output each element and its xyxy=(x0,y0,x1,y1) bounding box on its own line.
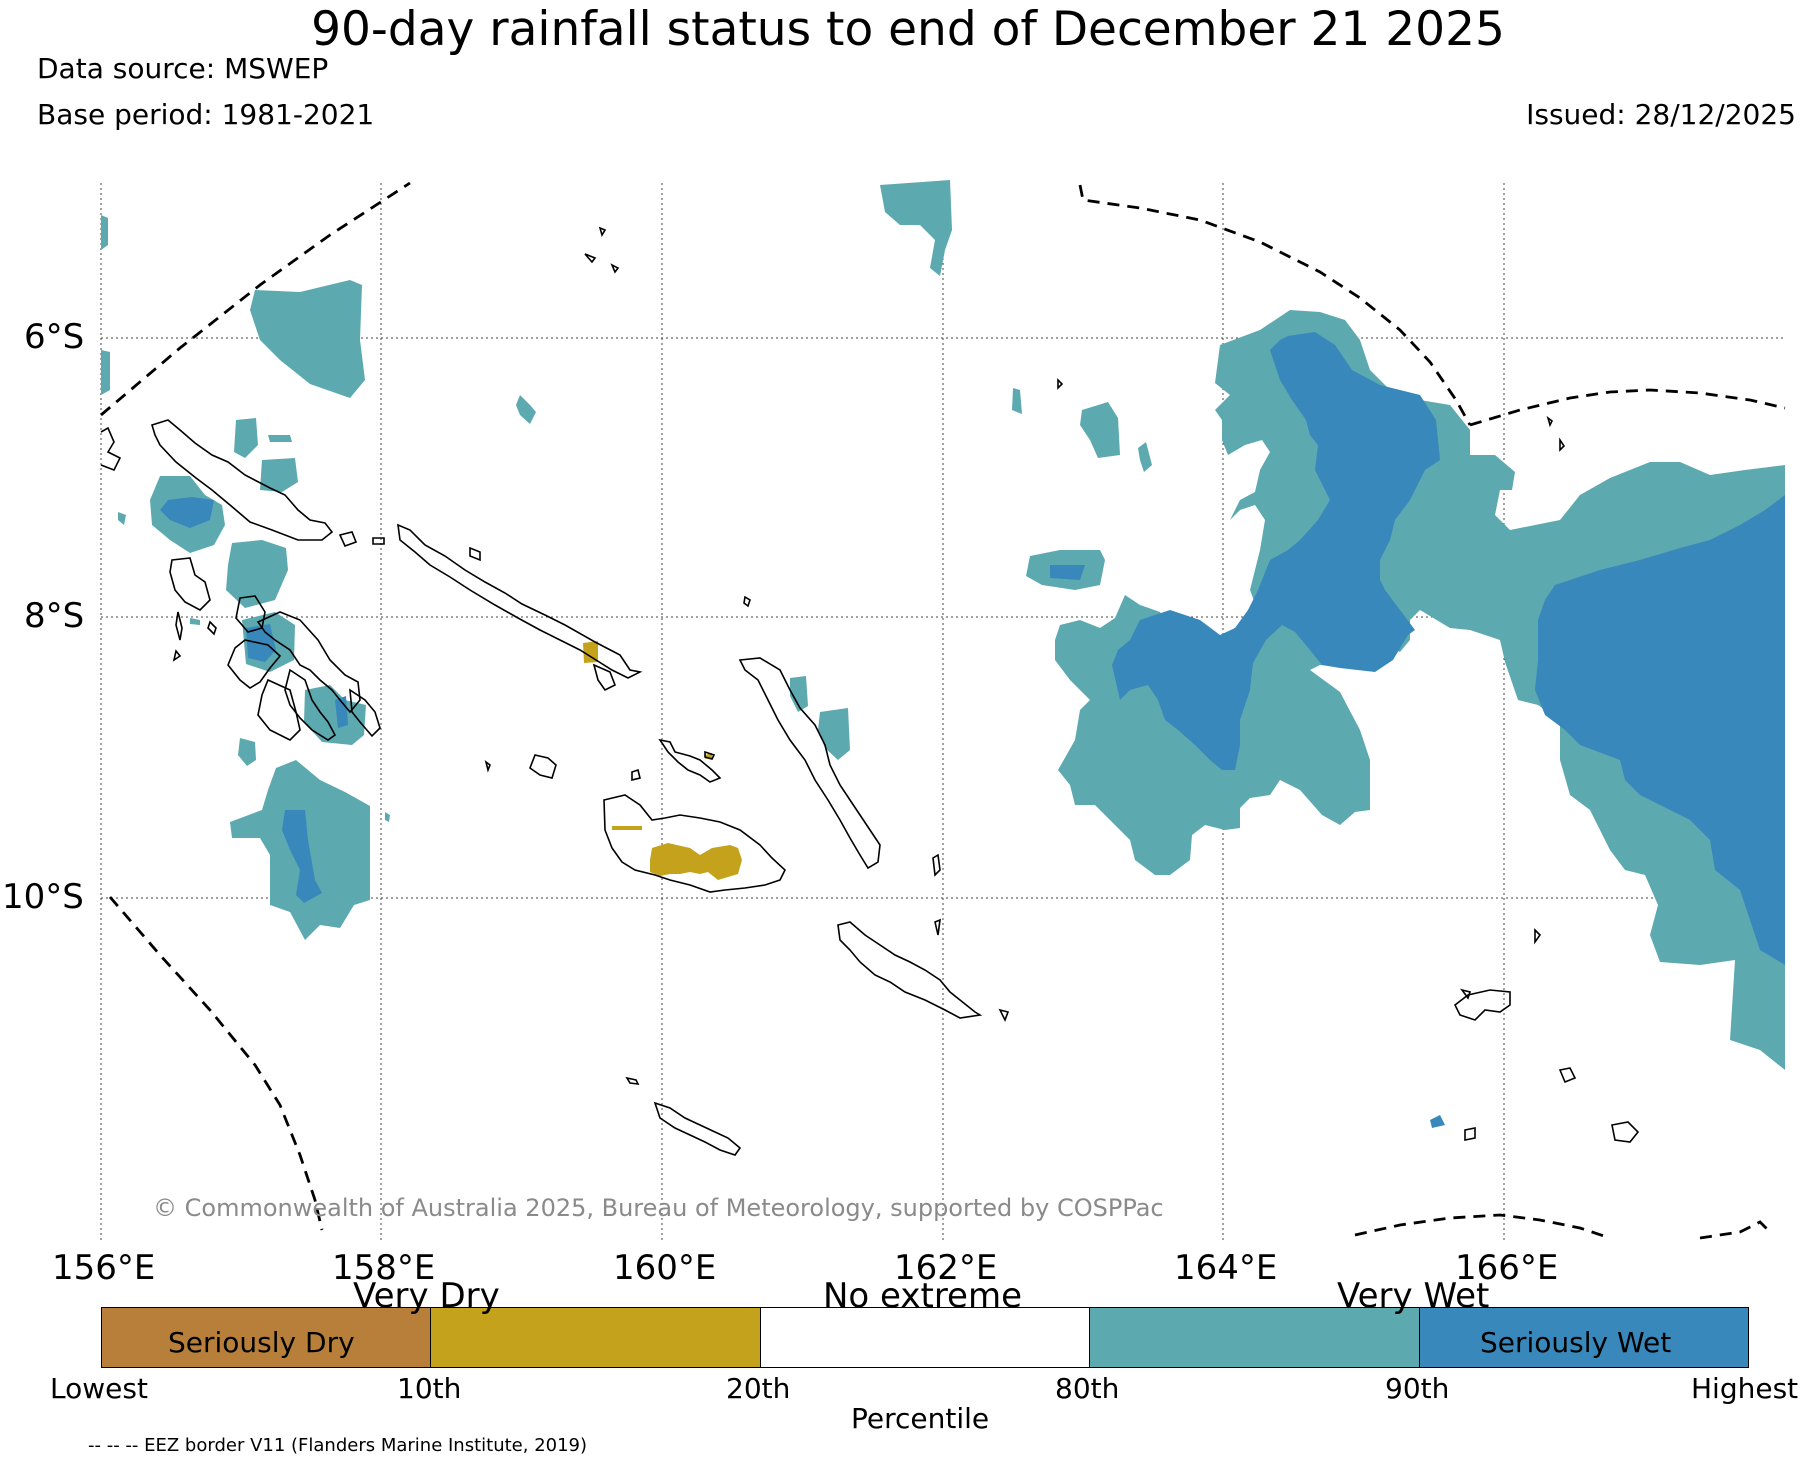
colorbar-label-seriously-wet: Seriously Wet xyxy=(1480,1326,1672,1359)
lat-label-8s: 8°S xyxy=(24,596,85,636)
lon-label-160e: 160°E xyxy=(613,1248,717,1288)
lon-label-158e: 158°E xyxy=(332,1248,436,1288)
lat-label-10s: 10°S xyxy=(2,877,84,917)
colorbar-very-dry xyxy=(431,1308,761,1367)
colorbar-label-seriously-dry: Seriously Dry xyxy=(168,1326,355,1359)
data-source-label: Data source: MSWEP xyxy=(37,52,329,85)
colorbar-axis-label: Percentile xyxy=(851,1402,990,1435)
map-title: 90-day rainfall status to end of Decembe… xyxy=(311,2,1505,57)
seriously-wet-areas xyxy=(160,332,1785,1128)
colorbar-very-wet xyxy=(1090,1308,1420,1367)
colorbar-label-very-dry: Very Dry xyxy=(353,1276,500,1316)
lon-label-166e: 166°E xyxy=(1455,1248,1559,1288)
colorbar-tick-90th: 90th xyxy=(1385,1372,1450,1405)
colorbar-label-no-extreme: No extreme xyxy=(823,1276,1023,1316)
colorbar-label-very-wet: Very Wet xyxy=(1337,1276,1490,1316)
base-period-label: Base period: 1981-2021 xyxy=(37,98,375,131)
coastlines xyxy=(100,226,1640,1156)
colorbar-tick-20th: 20th xyxy=(726,1372,791,1405)
lat-label-6s: 6°S xyxy=(24,317,85,357)
colorbar-seriously-dry xyxy=(102,1308,432,1367)
eez-borders xyxy=(100,181,1786,1240)
eez-footnote: -- -- -- EEZ border V11 (Flanders Marine… xyxy=(88,1435,588,1456)
colorbar-tick-highest: Highest xyxy=(1691,1372,1799,1405)
lon-label-162e: 162°E xyxy=(894,1248,998,1288)
colorbar-tick-80th: 80th xyxy=(1055,1372,1120,1405)
colorbar-tick-10th: 10th xyxy=(397,1372,462,1405)
colorbar-no-extreme xyxy=(760,1308,1091,1367)
copyright-notice: © Commonwealth of Australia 2025, Bureau… xyxy=(153,1194,1164,1222)
colorbar-tick-lowest: Lowest xyxy=(50,1372,148,1405)
lon-label-156e: 156°E xyxy=(52,1248,156,1288)
very-dry-areas xyxy=(583,641,742,880)
lon-label-164e: 164°E xyxy=(1174,1248,1278,1288)
colorbar xyxy=(101,1307,1749,1368)
colorbar-seriously-wet xyxy=(1419,1308,1749,1367)
issued-date-label: Issued: 28/12/2025 xyxy=(1526,98,1796,131)
